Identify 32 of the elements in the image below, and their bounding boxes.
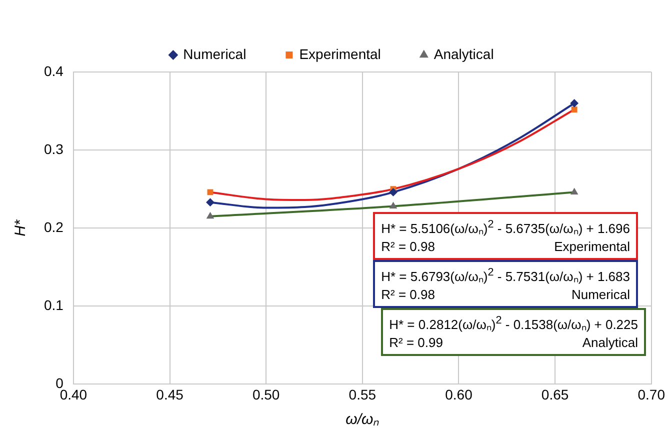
annotation: H* = 5.5106(ω/ωₙ)$^{2}$ - 5.6735(ω/ωₙ) + 1.696 bbox=[381, 219, 630, 236]
annotation: R² = 0.99 bbox=[389, 334, 443, 352]
x-tick-label: 0.50 bbox=[252, 386, 280, 402]
legend-label: Experimental bbox=[299, 46, 381, 62]
x-tick-label: 0.55 bbox=[348, 386, 376, 402]
x-tick-label: 0.70 bbox=[638, 386, 666, 402]
point bbox=[207, 189, 214, 196]
point bbox=[570, 188, 578, 194]
y-tick-label: 0.3 bbox=[44, 140, 64, 157]
point bbox=[571, 106, 578, 112]
y-tick-label: 0.2 bbox=[44, 218, 64, 235]
x-tick-label: 0.45 bbox=[156, 386, 184, 402]
point bbox=[206, 198, 214, 206]
y-axis-title: H* bbox=[12, 218, 30, 236]
x-axis-title: ω/ωₙ bbox=[346, 411, 380, 428]
y-tick-label: 0.4 bbox=[44, 62, 64, 79]
y-tick-label: 0.1 bbox=[44, 297, 64, 314]
annotation: H* = 5.6793(ω/ωₙ)$^{2}$ - 5.7531(ω/ωₙ) + 1.683 bbox=[381, 267, 630, 284]
annotation: Numerical bbox=[571, 286, 630, 304]
point bbox=[389, 188, 398, 196]
annotation: R² = 0.98 bbox=[381, 286, 435, 304]
point bbox=[570, 99, 578, 108]
annotation: H* = 0.2812(ω/ωₙ)$^{2}$ - 0.1538(ω/ωₙ) + 0.225 bbox=[389, 315, 638, 332]
annotation: R² = 0.98 bbox=[381, 238, 435, 256]
point bbox=[390, 202, 397, 208]
annotation: Experimental bbox=[554, 238, 630, 256]
point bbox=[206, 212, 214, 219]
x-tick-label: 0.65 bbox=[541, 386, 569, 402]
x-tick-label: 0.60 bbox=[445, 386, 473, 402]
annotation: Analytical bbox=[582, 334, 638, 352]
legend-label: Analytical bbox=[434, 46, 494, 62]
legend-label: Numerical bbox=[183, 46, 246, 62]
